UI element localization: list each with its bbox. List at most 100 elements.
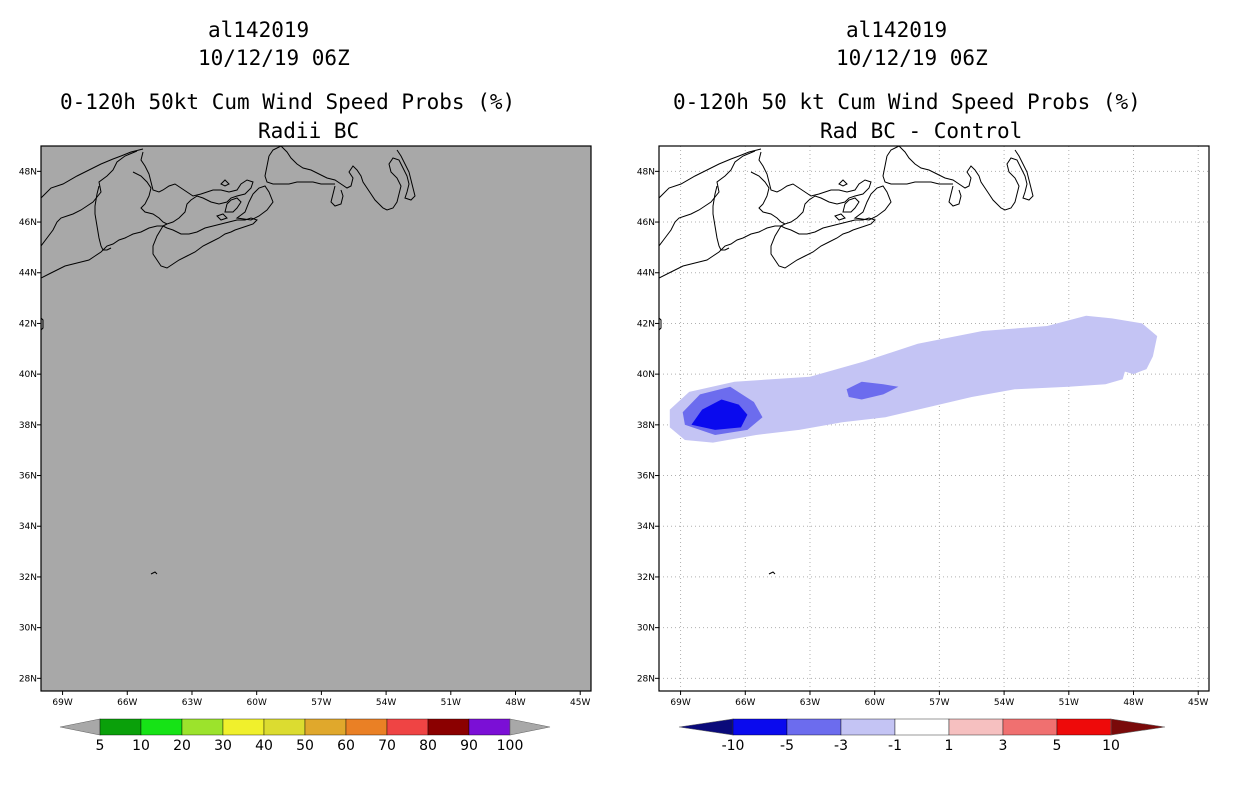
right-colorbar-label: 10 [1102,738,1120,754]
left-colorbar-swatch [427,718,470,736]
right-lon-tick-label: 69W [670,698,690,708]
right-lon-tick-label: 57W [929,698,949,708]
right-lat-tick-label: 28N [637,674,655,684]
right-colorbar-label: 1 [945,738,954,754]
right-lon-tick-label: 51W [1059,698,1079,708]
left-colorbar: 5 10 20 30 40 50 60 70 80 90 100 [59,718,551,754]
right-lat-tick-label: 36N [637,472,655,482]
left-lon-tick-label: 69W [52,698,72,708]
left-lat-tick-label: 40N [19,370,37,380]
left-colorbar-label: 10 [132,738,150,754]
right-colorbar-label: -1 [888,738,902,754]
left-lon-tick-label: 51W [441,698,461,708]
left-colorbar-label: 50 [296,738,314,754]
right-lat-tick-label: 42N [637,319,655,329]
left-colorbar-swatch [99,718,142,736]
right-colorbar-swatch [840,718,896,736]
left-colorbar-swatch [468,718,511,736]
left-colorbar-label: 40 [255,738,273,754]
left-lon-tick-label: 63W [182,698,202,708]
right-colorbar-swatch [786,718,842,736]
right-lat-tick-label: 32N [637,573,655,583]
left-colorbar-label: 30 [214,738,232,754]
right-chart-title: 0-120h 50 kt Cum Wind Speed Probs (%) [673,90,1141,114]
right-contour-fill [669,315,1158,443]
right-axis-ticks: 69W 66W 63W 60W 57W 54W 51W 48W 45W 48N 46N 44N 42N 4… [637,167,1209,708]
left-chart-subtitle: Radii BC [258,119,360,143]
left-chart-title: 0-120h 50kt Cum Wind Speed Probs (%) [60,90,516,114]
right-colorbar-label: -3 [834,738,848,754]
right-lat-tick-label: 30N [637,624,655,634]
left-lat-tick-label: 32N [19,573,37,583]
left-map-frame [40,145,592,692]
left-lat-tick-label: 44N [19,269,37,279]
right-colorbar-low-arrow [678,718,734,736]
left-colorbar-swatch [386,718,429,736]
right-lon-tick-label: 54W [994,698,1014,708]
right-chart-subtitle: Rad BC - Control [820,119,1023,143]
left-lon-tick-label: 45W [570,698,590,708]
left-colorbar-label: 20 [173,738,191,754]
right-map-panel: 69W 66W 63W 60W 57W 54W 51W 48W 45W 48N 46N 44N 42N 4… [637,145,1210,708]
contour-region-3 [691,399,748,430]
left-axis-ticks: 69W 66W 63W 60W 57W 54W 51W 48W 45W 48N 46N 44N 42N 4… [19,167,591,708]
left-lon-tick-label: 54W [376,698,396,708]
right-map-frame [658,145,1210,692]
left-colorbar-label: 70 [378,738,396,754]
right-lon-tick-label: 45W [1188,698,1208,708]
right-lon-tick-label: 66W [735,698,755,708]
right-lat-tick-label: 34N [637,522,655,532]
right-storm-id: al142019 [846,18,948,42]
left-colorbar-high-arrow [509,718,551,736]
right-lat-tick-label: 40N [637,370,655,380]
right-colorbar-high-arrow [1110,718,1166,736]
left-colorbar-low-arrow [59,718,101,736]
right-colorbar-label: 3 [999,738,1008,754]
left-lat-tick-label: 46N [19,218,37,228]
left-colorbar-swatch [263,718,306,736]
contour-region-0 [669,315,1158,443]
right-colorbar-label: -10 [722,738,745,754]
right-lon-tick-label: 63W [800,698,820,708]
left-lon-tick-label: 60W [247,698,267,708]
right-colorbar-swatch [948,718,1004,736]
left-colorbar-swatch [222,718,265,736]
left-lat-tick-label: 36N [19,472,37,482]
right-lat-tick-label: 46N [637,218,655,228]
left-lon-tick-label: 57W [311,698,331,708]
left-colorbar-label: 80 [419,738,437,754]
left-colorbar-label: 5 [96,738,105,754]
right-colorbar-label: -5 [780,738,794,754]
left-lat-tick-label: 48N [19,167,37,177]
left-lon-tick-label: 48W [505,698,525,708]
left-lat-tick-label: 30N [19,624,37,634]
right-colorbar-swatch [1056,718,1112,736]
left-map-panel: 69W 66W 63W 60W 57W 54W 51W 48W 45W 48N 46N 44N 42N 4… [19,145,592,708]
right-lat-tick-label: 44N [637,269,655,279]
left-lon-tick-label: 66W [117,698,137,708]
right-colorbar: -10 -5 -3 -1 1 3 5 10 [678,718,1166,754]
right-lon-tick-label: 60W [865,698,885,708]
right-lat-tick-label: 38N [637,421,655,431]
right-colorbar-swatch [732,718,788,736]
left-lat-tick-label: 38N [19,421,37,431]
left-colorbar-swatch [181,718,224,736]
left-lat-tick-label: 42N [19,319,37,329]
right-lon-tick-label: 48W [1123,698,1143,708]
left-colorbar-swatch [345,718,388,736]
contour-region-2 [846,381,899,400]
right-colorbar-swatch [1002,718,1058,736]
right-lat-tick-label: 48N [637,167,655,177]
left-lat-tick-label: 34N [19,522,37,532]
right-colorbar-label: 5 [1053,738,1062,754]
left-colorbar-swatch [140,718,183,736]
left-probability-field [41,146,591,691]
left-storm-id: al142019 [208,18,310,42]
left-lat-tick-label: 28N [19,674,37,684]
left-colorbar-swatch [304,718,347,736]
left-valid-time: 10/12/19 06Z [198,46,350,70]
right-colorbar-swatch [894,718,950,736]
right-valid-time: 10/12/19 06Z [836,46,988,70]
left-colorbar-label: 90 [460,738,478,754]
